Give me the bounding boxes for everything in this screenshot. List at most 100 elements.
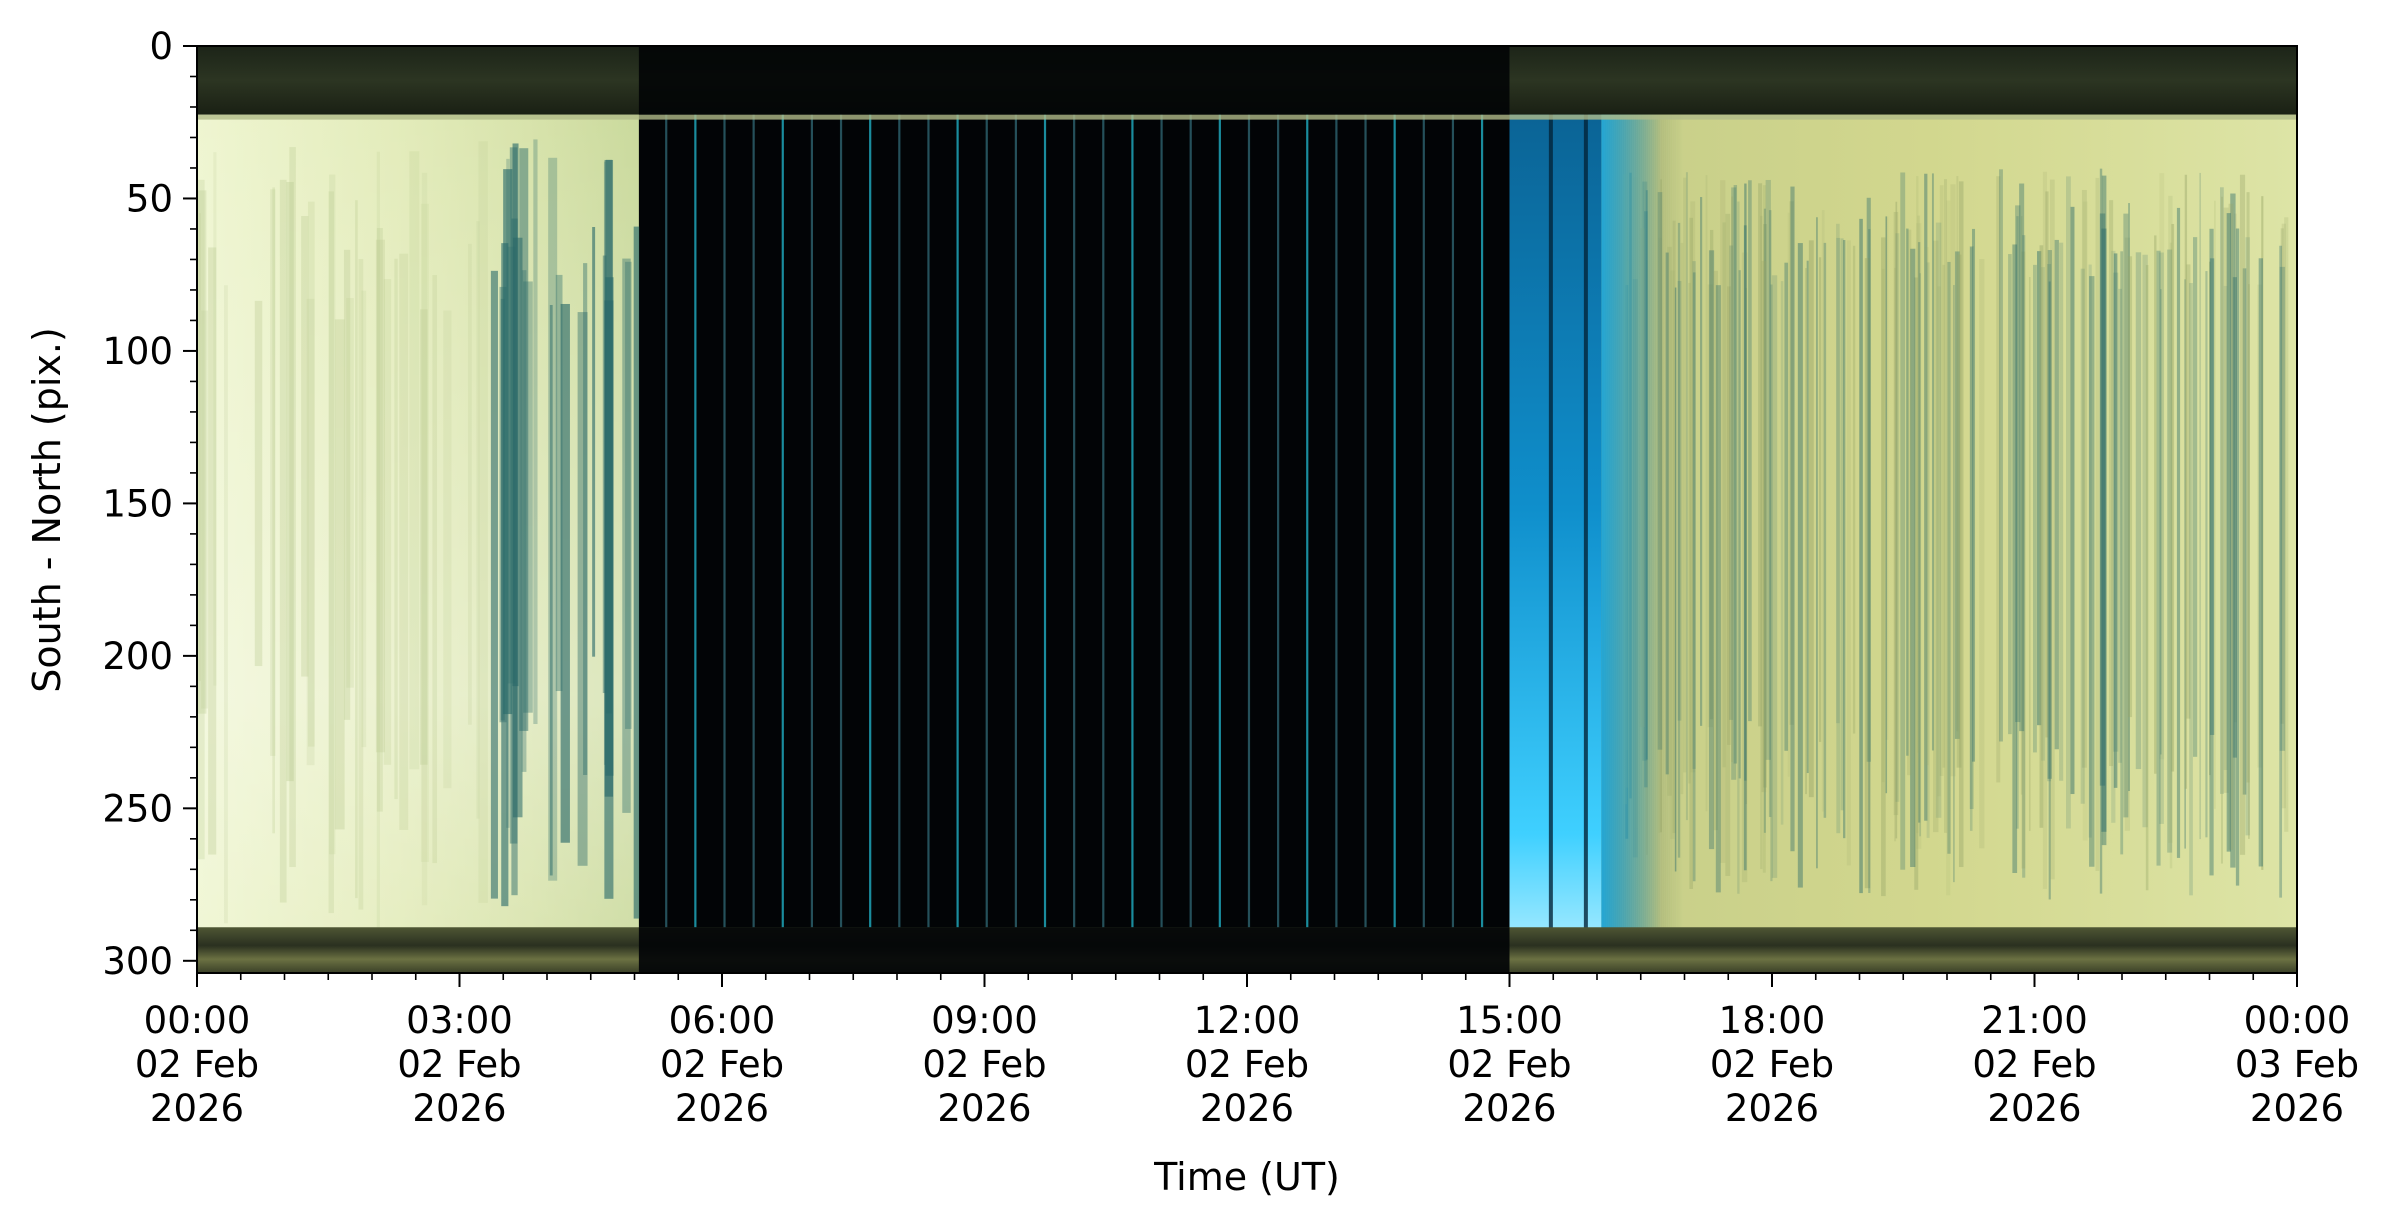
evening-cloud-streak (1947, 261, 1951, 854)
evening-cloud-streak (1670, 270, 1675, 839)
evening-cloud-streak (1737, 201, 1740, 894)
evening-cloud-streak (2042, 171, 2048, 889)
morning-cloud-streak (383, 279, 392, 765)
morning-cloud-streak (272, 187, 275, 834)
x-tick-label: 15:00 02 Feb 2026 (1447, 999, 1571, 1130)
top-band-edge (197, 114, 2297, 120)
evening-cloud-streak (1727, 286, 1731, 745)
evening-cloud-streak (1731, 187, 1737, 780)
morning-cloud-streak (521, 270, 527, 772)
twilight-gap-line (1583, 46, 1588, 973)
evening-cloud-streak (1900, 172, 1906, 870)
morning-cloud-streak (519, 148, 529, 731)
evening-cloud-streak (2220, 187, 2224, 794)
night-frame-line (898, 46, 901, 973)
evening-cloud-streak (2066, 176, 2071, 829)
morning-cloud-streak (490, 270, 498, 899)
y-axis-title: South - North (pix.) (25, 327, 69, 693)
evening-cloud-streak (2048, 281, 2051, 900)
morning-cloud-streak (523, 281, 533, 713)
evening-cloud-streak (1954, 251, 1960, 739)
y-tick-label: 0 (149, 25, 173, 68)
x-tick-label-line: 02 Feb (1447, 1043, 1571, 1086)
evening-cloud-streak (1924, 247, 1929, 766)
evening-cloud-streak (2070, 206, 2075, 795)
evening-transition-shade (1667, 46, 1671, 973)
evening-daylight-region (1561, 46, 2297, 973)
evening-cloud-streak (1917, 215, 1921, 753)
evening-cloud-streak (1816, 217, 1818, 869)
evening-cloud-streak (2109, 200, 2114, 767)
night-frame-line (1451, 46, 1455, 973)
night-frame-line (985, 46, 988, 973)
evening-cloud-streak (2279, 245, 2283, 898)
night-frame-line (869, 46, 872, 973)
morning-cloud-streak (213, 152, 217, 686)
x-tick-label-line: 00:00 (2244, 999, 2351, 1042)
evening-cloud-streak (1725, 213, 1731, 876)
evening-cloud-streak (1805, 268, 1807, 795)
evening-cloud-streak (1958, 181, 1964, 868)
night-frame-line (927, 46, 930, 973)
morning-cloud-streak (583, 263, 588, 775)
morning-cloud-streak (603, 161, 606, 765)
evening-cloud-streak (1956, 176, 1959, 732)
evening-cloud-streak (2145, 265, 2149, 891)
morning-cloud-streak (503, 169, 513, 715)
evening-cloud-streak (2160, 289, 2162, 755)
evening-cloud-streak (2120, 251, 2124, 855)
evening-cloud-streak (1846, 240, 1851, 866)
morning-cloud-streak (420, 203, 429, 862)
morning-cloud-streak (343, 249, 351, 720)
morning-cloud-streak (592, 226, 596, 657)
morning-cloud-streak (307, 201, 315, 747)
morning-cloud-streak (361, 290, 367, 748)
x-tick-label-line: 02 Feb (1972, 1043, 2096, 1086)
evening-cloud-streak (1881, 237, 1886, 897)
morning-cloud-streak (633, 226, 640, 919)
evening-cloud-streak (2049, 179, 2055, 880)
night-frame-line (752, 46, 755, 973)
evening-cloud-streak (1881, 268, 1885, 783)
evening-cloud-streak (2047, 250, 2052, 779)
evening-cloud-streak (2209, 261, 2211, 776)
x-tick-label-line: 2026 (937, 1087, 1031, 1130)
evening-cloud-streak (2082, 201, 2088, 841)
evening-cloud-streak (1720, 180, 1726, 863)
y-tick-label: 150 (102, 482, 173, 525)
evening-cloud-streak (1953, 285, 1955, 883)
x-tick-label-line: 02 Feb (397, 1043, 521, 1086)
evening-transition-shade (1665, 46, 1669, 973)
evening-cloud-streak (1709, 229, 1714, 720)
morning-cloud-streak (622, 258, 631, 813)
evening-cloud-streak (2246, 192, 2250, 783)
night-frame-line (1160, 46, 1163, 973)
evening-cloud-streak (2214, 200, 2216, 809)
night-frame-line (1422, 46, 1425, 973)
night-bottom-band (638, 927, 1510, 973)
morning-cloud-streak (334, 319, 345, 830)
evening-cloud-streak (2099, 213, 2106, 786)
evening-cloud-streak (1885, 216, 1889, 740)
morning-cloud-streak (478, 141, 488, 903)
evening-cloud-streak (1935, 222, 1942, 818)
evening-cloud-streak (2228, 203, 2234, 850)
morning-cloud-streak (329, 174, 336, 855)
evening-cloud-streak (2019, 183, 2025, 732)
evening-cloud-streak (1996, 176, 2001, 783)
x-tick-label-line: 21:00 (1981, 999, 2088, 1042)
evening-cloud-streak (1933, 240, 1939, 833)
evening-cloud-streak (2220, 196, 2223, 864)
evening-cloud-streak (1885, 216, 1888, 794)
evening-cloud-streak (1840, 238, 1844, 811)
evening-cloud-streak (1917, 242, 1921, 823)
evening-cloud-streak (1806, 260, 1809, 774)
evening-cloud-streak (2142, 254, 2148, 828)
night-frame-line (1277, 46, 1280, 973)
evening-cloud-streak (1893, 211, 1899, 816)
evening-cloud-streak (1852, 245, 1856, 734)
evening-cloud-streak (2169, 242, 2173, 869)
evening-cloud-streak (2008, 254, 2012, 735)
evening-cloud-streak (1672, 220, 1676, 834)
evening-cloud-streak (2245, 237, 2250, 836)
